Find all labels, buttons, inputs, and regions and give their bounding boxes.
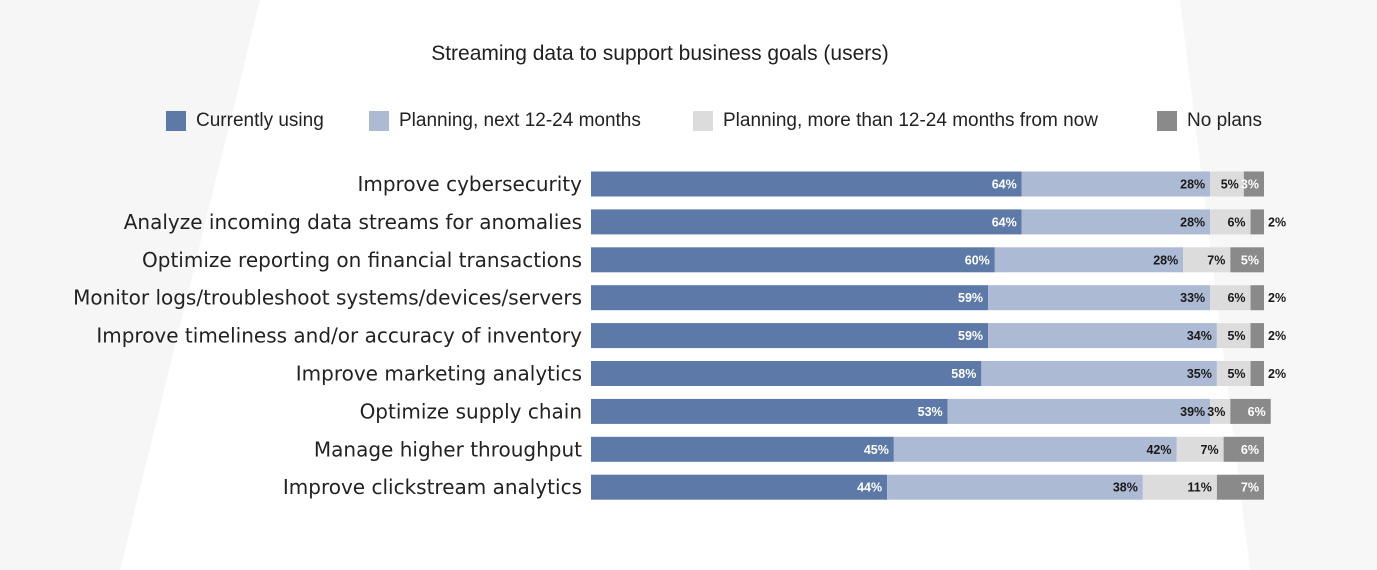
legend-label: No plans bbox=[1187, 110, 1262, 131]
bar-value-label: 7% bbox=[1241, 481, 1259, 495]
bar-segment bbox=[591, 209, 1022, 235]
bar-value-label: 53% bbox=[918, 405, 943, 419]
bar-value-label: 5% bbox=[1221, 178, 1239, 192]
bar-value-label: 28% bbox=[1180, 215, 1205, 229]
category-label: Improve timeliness and/or accuracy of in… bbox=[96, 324, 582, 348]
legend-swatch bbox=[369, 111, 389, 131]
bar-segment bbox=[1223, 436, 1264, 462]
bar-segment bbox=[1216, 361, 1251, 386]
bar-value-label: 7% bbox=[1207, 253, 1225, 267]
bar-segment bbox=[1250, 209, 1264, 235]
bar-value-label: 6% bbox=[1241, 443, 1259, 457]
category-label: Optimize reporting on financial transact… bbox=[142, 248, 582, 272]
bar-value-label: 3% bbox=[1207, 405, 1225, 419]
bar-segment bbox=[1183, 247, 1231, 273]
bar-segment bbox=[1210, 171, 1244, 197]
category-label: Optimize supply chain bbox=[360, 399, 582, 423]
bar-segment bbox=[1210, 285, 1251, 311]
bar-segment bbox=[1250, 361, 1264, 386]
category-label: Monitor logs/troubleshoot systems/device… bbox=[73, 286, 582, 310]
chart-title: Streaming data to support business goals… bbox=[431, 42, 889, 65]
bar-value-label: 11% bbox=[1188, 481, 1212, 495]
bar-segment bbox=[591, 323, 989, 349]
bar-value-label: 3% bbox=[1241, 178, 1259, 192]
chart-legend: Currently using Planning, next 12-24 mont… bbox=[0, 108, 1377, 134]
bar-value-label: 39% bbox=[1180, 405, 1205, 419]
bar-value-label: 2% bbox=[1268, 291, 1286, 305]
bar-segment bbox=[1230, 398, 1271, 424]
bar-segment bbox=[994, 247, 1184, 273]
bar-value-label: 38% bbox=[1113, 481, 1138, 495]
bar-segment bbox=[887, 474, 1143, 500]
bar-value-label: 5% bbox=[1227, 367, 1245, 381]
category-label: Manage higher throughput bbox=[314, 437, 582, 461]
bar-value-label: 35% bbox=[1187, 367, 1212, 381]
category-label: Improve clickstream analytics bbox=[283, 475, 582, 499]
bar-value-label: 64% bbox=[992, 215, 1017, 229]
bar-segment bbox=[1243, 171, 1264, 197]
bar-value-label: 33% bbox=[1180, 291, 1205, 305]
bar-segment bbox=[591, 361, 982, 386]
legend-swatch bbox=[166, 111, 186, 131]
bar-value-label: 28% bbox=[1180, 178, 1205, 192]
bar-segment bbox=[591, 247, 995, 273]
legend-item: Currently using bbox=[166, 108, 324, 134]
legend-item: Planning, next 12-24 months bbox=[369, 108, 641, 134]
bar-value-label: 2% bbox=[1268, 329, 1286, 343]
bar-segment bbox=[893, 436, 1177, 462]
bar-segment bbox=[947, 398, 1211, 424]
legend-label: Planning, next 12-24 months bbox=[399, 110, 641, 131]
bar-segment bbox=[1250, 323, 1264, 349]
bar-segment bbox=[591, 436, 894, 462]
bar-segment bbox=[591, 171, 1022, 197]
bar-segment bbox=[1216, 474, 1264, 500]
legend-swatch bbox=[693, 111, 713, 131]
bar-segment bbox=[1230, 247, 1264, 273]
bar-value-label: 64% bbox=[992, 178, 1017, 192]
legend-item: Planning, more than 12-24 months from no… bbox=[693, 108, 1098, 134]
bar-value-label: 60% bbox=[965, 253, 990, 267]
legend-label: Planning, more than 12-24 months from no… bbox=[723, 110, 1098, 131]
bar-segment bbox=[591, 398, 948, 424]
bar-segment bbox=[1210, 209, 1251, 235]
category-label: Improve cybersecurity bbox=[357, 172, 582, 196]
legend-swatch bbox=[1157, 111, 1177, 131]
bar-value-label: 44% bbox=[857, 481, 882, 495]
legend-label: Currently using bbox=[196, 110, 324, 131]
bar-value-label: 7% bbox=[1201, 443, 1219, 457]
category-label: Improve marketing analytics bbox=[296, 362, 582, 386]
bar-value-label: 6% bbox=[1248, 405, 1266, 419]
bar-segment bbox=[1250, 285, 1264, 311]
bar-segment bbox=[1216, 323, 1251, 349]
bar-segment bbox=[591, 474, 888, 500]
bar-value-label: 5% bbox=[1241, 253, 1259, 267]
category-label: Analyze incoming data streams for anomal… bbox=[124, 210, 582, 234]
bar-value-label: 45% bbox=[864, 443, 889, 457]
bar-segment bbox=[1210, 398, 1231, 424]
bar-value-label: 28% bbox=[1153, 253, 1178, 267]
bar-segment bbox=[1021, 209, 1211, 235]
bar-segment bbox=[1176, 436, 1224, 462]
bar-segment bbox=[1142, 474, 1217, 500]
bar-value-label: 2% bbox=[1268, 367, 1286, 381]
bar-value-label: 34% bbox=[1187, 329, 1212, 343]
bar-value-label: 5% bbox=[1227, 329, 1245, 343]
bar-value-label: 59% bbox=[958, 329, 983, 343]
bar-value-label: 58% bbox=[951, 367, 976, 381]
bar-value-label: 59% bbox=[958, 291, 983, 305]
bar-segment bbox=[981, 361, 1217, 386]
bar-segment bbox=[988, 323, 1217, 349]
bar-value-label: 6% bbox=[1227, 291, 1245, 305]
bar-value-label: 6% bbox=[1227, 215, 1245, 229]
bar-value-label: 42% bbox=[1146, 443, 1171, 457]
bar-value-label: 2% bbox=[1268, 215, 1286, 229]
bar-segment bbox=[1021, 171, 1211, 197]
bar-segment bbox=[988, 285, 1211, 311]
bar-segment bbox=[591, 285, 989, 311]
legend-item: No plans bbox=[1157, 108, 1262, 134]
